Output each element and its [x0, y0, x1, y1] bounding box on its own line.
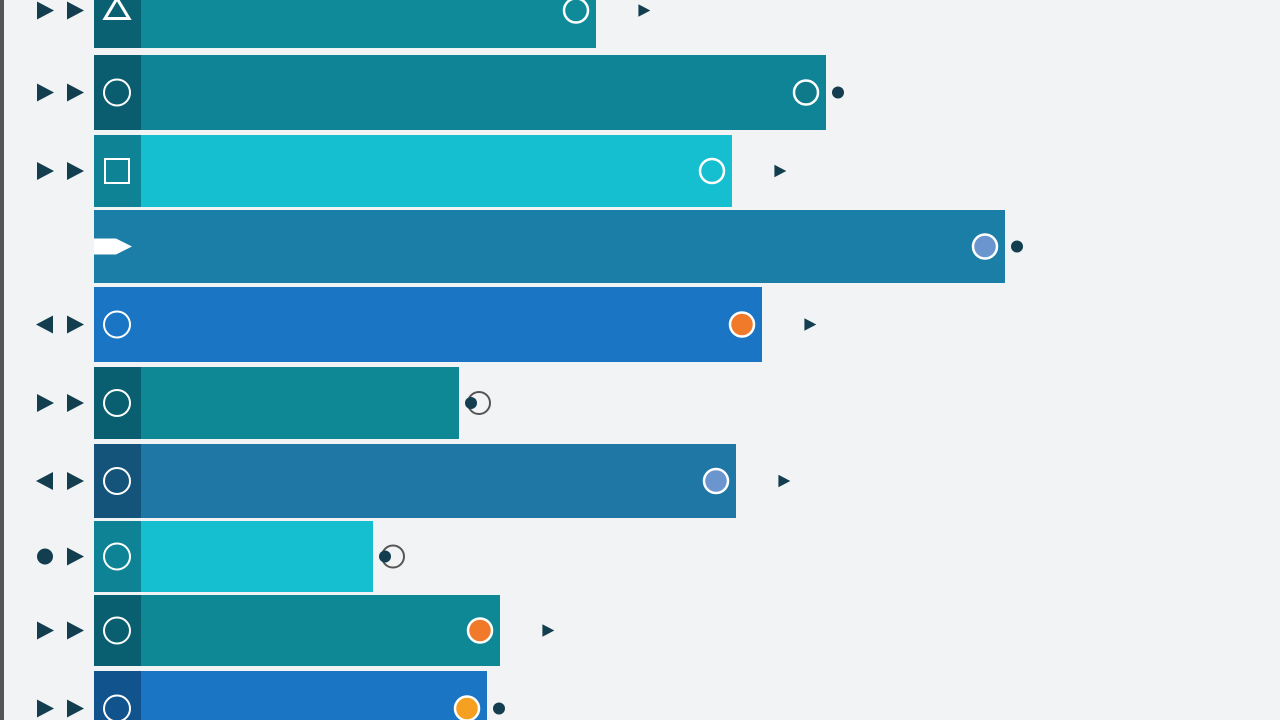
bar-icon-strip — [94, 135, 141, 207]
row-icon — [67, 547, 84, 566]
bar — [94, 367, 459, 439]
bar-icon — [103, 389, 131, 417]
bar-icon — [103, 310, 131, 339]
bar-icon — [103, 616, 131, 645]
row-icon — [67, 83, 84, 102]
row-icon — [36, 472, 53, 490]
bar — [94, 135, 732, 207]
end-marker — [562, 0, 590, 24]
bar-icon — [103, 467, 131, 495]
row-icon — [37, 621, 54, 640]
left-edge — [0, 0, 4, 720]
end-marker — [728, 311, 756, 338]
end-marker — [971, 233, 999, 260]
row-icon — [37, 83, 54, 102]
end-dot — [493, 702, 505, 715]
end-arrow — [804, 318, 817, 331]
row-icon — [67, 472, 84, 490]
end-arrow — [778, 474, 791, 488]
bar-icon-strip — [94, 521, 141, 592]
row-icon — [67, 394, 84, 412]
end-arrow — [542, 624, 555, 637]
row-icon — [37, 1, 54, 20]
end-dot — [379, 550, 391, 563]
end-marker — [453, 695, 481, 720]
bar-icon — [104, 158, 130, 184]
row-icon — [67, 621, 84, 640]
end-marker — [702, 467, 730, 495]
bar-icon — [94, 238, 132, 255]
bar-icon — [103, 78, 131, 107]
end-dot — [1011, 240, 1023, 253]
bar-icon — [102, 0, 132, 20]
bar — [94, 671, 487, 720]
end-marker — [466, 617, 494, 644]
bar — [94, 444, 736, 518]
end-dot — [465, 397, 477, 409]
row-icon — [37, 548, 53, 565]
end-arrow — [638, 4, 651, 17]
bar — [94, 521, 373, 592]
bar — [94, 595, 500, 666]
row-icon — [67, 162, 84, 180]
row-icon — [67, 1, 84, 20]
end-arrow — [774, 164, 787, 178]
bar-icon — [103, 542, 131, 571]
row-icon — [36, 315, 53, 334]
bar — [94, 287, 762, 362]
bar-icon-strip — [94, 367, 141, 439]
end-marker — [698, 157, 726, 185]
end-dot — [832, 86, 844, 99]
bar-icon-strip — [94, 55, 141, 130]
row-icon — [37, 162, 54, 180]
bar-icon — [103, 694, 131, 720]
bar — [94, 210, 1005, 283]
bar — [94, 0, 596, 48]
bar-icon-strip — [94, 595, 141, 666]
row-icon — [67, 315, 84, 334]
bar — [94, 55, 826, 130]
bar-icon-strip — [94, 444, 141, 518]
row-icon — [37, 394, 54, 412]
row-icon — [67, 699, 84, 718]
row-icon — [37, 699, 54, 718]
end-marker — [792, 79, 820, 106]
bar-icon-strip — [94, 0, 141, 48]
